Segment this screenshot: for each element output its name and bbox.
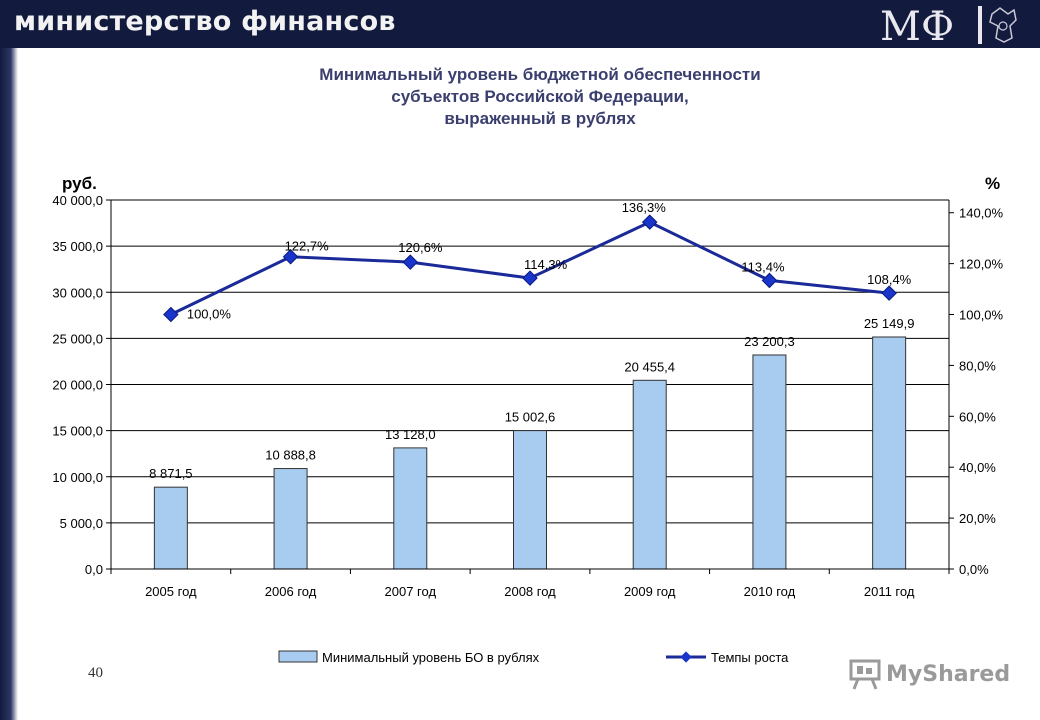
y-left-tick-label-8: 40 000,0 — [52, 193, 103, 208]
y-right-tick-label-4: 80,0% — [959, 358, 996, 373]
svg-text:МФ: МФ — [880, 4, 954, 46]
x-tick-label-0: 2005 год — [145, 584, 197, 599]
x-tick-label-5: 2010 год — [744, 584, 796, 599]
y-left-tick-label-1: 5 000,0 — [60, 516, 103, 531]
bar-label-5: 23 200,3 — [744, 334, 795, 349]
x-tick-label-1: 2006 год — [265, 584, 317, 599]
slide-title-line-2: субъектов Российской Федерации, — [391, 87, 689, 106]
slide-title-line-1: Минимальный уровень бюджетной обеспеченн… — [319, 65, 761, 84]
y-right-tick-label-0: 0,0% — [959, 562, 989, 577]
y-left-tick-label-0: 0,0 — [85, 562, 103, 577]
bar-label-4: 20 455,4 — [624, 359, 675, 374]
line-point-6 — [881, 285, 897, 301]
data-labels: 8 871,5 10 888,8 13 128,0 15 002,6 20 455,4 2… — [149, 200, 914, 481]
y-right-tick-label-5: 100,0% — [959, 308, 1004, 323]
y-right-unit: % — [985, 174, 1000, 193]
line-point-0 — [163, 306, 179, 323]
watermark: MyShared — [848, 656, 1010, 692]
ministry-logo-icon: МФ — [880, 4, 1017, 46]
legend-bar-label: Минимальный уровень БО в рублях — [322, 650, 540, 665]
line-label-4: 136,3% — [622, 200, 667, 215]
y-left-tick-label-5: 25 000,0 — [52, 331, 103, 346]
line-point-4 — [641, 214, 658, 230]
y-right-tick-label-2: 40,0% — [959, 460, 996, 475]
slide-title: Минимальный уровень бюджетной обеспеченн… — [220, 64, 860, 130]
y-left-tick-label-2: 10 000,0 — [52, 470, 103, 485]
y-right-tick-label-7: 140,0% — [959, 206, 1004, 221]
watermark-text: MyShared — [886, 661, 1011, 687]
bar-series — [153, 336, 907, 570]
x-tick-label-6: 2011 год — [864, 584, 915, 599]
bar-3 — [513, 430, 547, 570]
y-left-tick-label-6: 30 000,0 — [52, 285, 103, 300]
line-label-5: 113,4% — [741, 259, 785, 274]
bar-2 — [393, 447, 428, 570]
y-left-tick-label-3: 15 000,0 — [52, 424, 103, 439]
line-point-3 — [522, 270, 538, 286]
bar-label-2: 13 128,0 — [385, 427, 436, 442]
line-point-5 — [761, 272, 778, 289]
left-decor-bar — [0, 48, 18, 720]
y-left-tick-label-4: 20 000,0 — [52, 378, 103, 393]
line-label-2: 120,6% — [398, 240, 443, 255]
header-title: министерство финансов — [14, 6, 396, 37]
bar-0 — [153, 486, 188, 570]
bar-label-0: 8 871,5 — [149, 466, 192, 481]
bar-4 — [632, 379, 667, 570]
line-series — [163, 214, 897, 323]
slide-title-line-3: выраженный в рублях — [444, 109, 636, 128]
page-number: 40 — [88, 665, 103, 681]
x-tick-label-3: 2008 год — [504, 584, 556, 599]
bar-label-1: 10 888,8 — [265, 448, 316, 463]
axes: 0,0 5 000,0 10 000,0 15 000,0 20 000,0 25 000… — [52, 174, 1003, 599]
y-right-tick-label-1: 20,0% — [959, 511, 996, 526]
header-bar: министерство финансов МФ — [0, 0, 1040, 48]
bar-1 — [273, 468, 308, 570]
bar-6 — [872, 336, 907, 570]
legend-line-label: Темпы роста — [711, 650, 789, 665]
y-left-tick-label-7: 35 000,0 — [52, 239, 103, 254]
x-tick-label-2: 2007 год — [385, 584, 437, 599]
bar-label-3: 15 002,6 — [505, 410, 556, 425]
bar-label-6: 25 149,9 — [864, 316, 915, 331]
line-point-1 — [282, 248, 299, 265]
line-label-0: 100,0% — [187, 307, 232, 322]
x-tick-label-4: 2009 год — [624, 584, 676, 599]
legend-bar-swatch — [278, 650, 318, 663]
y-left-unit: руб. — [62, 174, 97, 193]
y-right-tick-label-3: 60,0% — [959, 409, 996, 424]
presentation-board-icon — [849, 659, 881, 690]
line-point-2 — [402, 254, 419, 270]
line-label-1: 122,7% — [285, 239, 330, 254]
y-right-tick-label-6: 120,0% — [959, 257, 1004, 272]
legend-line-marker — [680, 651, 692, 663]
line-label-3: 114,3% — [524, 257, 568, 272]
line-label-6: 108,4% — [867, 272, 912, 287]
legend: Минимальный уровень БО в рублях Темпы рос… — [278, 650, 789, 665]
bar-5 — [752, 354, 787, 570]
